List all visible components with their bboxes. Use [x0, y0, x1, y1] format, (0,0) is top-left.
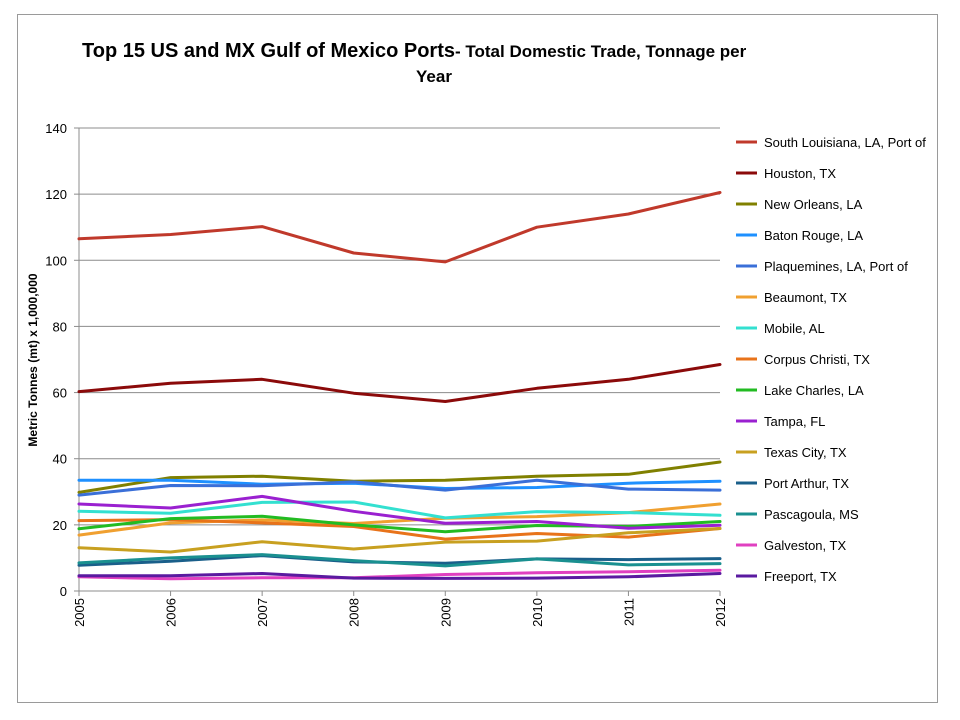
- legend-label: Houston, TX: [764, 166, 836, 181]
- x-tick-label: 2012: [713, 598, 728, 627]
- chart-title-main: Top 15 US and MX Gulf of Mexico Ports: [82, 40, 455, 62]
- y-tick-label: 120: [45, 187, 67, 202]
- x-tick-label: 2008: [347, 598, 362, 627]
- legend-label: Beaumont, TX: [764, 290, 847, 305]
- legend-label: Galveston, TX: [764, 538, 846, 553]
- series-line: [77, 460, 722, 494]
- legend-label: South Louisiana, LA, Port of: [764, 135, 926, 150]
- series-line: [77, 500, 722, 520]
- series-line: [77, 478, 722, 497]
- legend-label: Corpus Christi, TX: [764, 352, 870, 367]
- legend-label: Lake Charles, LA: [764, 383, 864, 398]
- legend-label: New Orleans, LA: [764, 197, 863, 212]
- axes: [74, 127, 721, 596]
- x-tick-label: 2007: [255, 598, 270, 627]
- legend-label: Baton Rouge, LA: [764, 228, 863, 243]
- legend-label: Port Arthur, TX: [764, 476, 849, 491]
- chart-frame: [17, 14, 938, 703]
- series-line: [77, 527, 722, 554]
- legend-label: Plaquemines, LA, Port of: [764, 259, 908, 274]
- series-line: [77, 494, 722, 530]
- x-tick-label: 2005: [72, 598, 87, 627]
- y-tick-label: 60: [53, 386, 67, 401]
- y-tick-label: 80: [53, 319, 67, 334]
- x-tick-label: 2010: [530, 598, 545, 627]
- y-tick-labels: 0 20 40 60 80 100 120 140: [45, 121, 67, 599]
- legend-label: Freeport, TX: [764, 569, 837, 584]
- y-tick-label: 40: [53, 452, 67, 467]
- y-tick-label: 100: [45, 253, 67, 268]
- series-line: [77, 518, 722, 541]
- chart-title-line2: Year: [416, 67, 452, 86]
- series-lines: [77, 191, 722, 581]
- x-tick-label: 2006: [164, 598, 179, 627]
- gridlines: [79, 127, 720, 526]
- y-tick-label: 0: [60, 584, 67, 599]
- series-line: [77, 191, 722, 264]
- series-line: [77, 363, 722, 403]
- legend: South Louisiana, LA, Port of Houston, TX N…: [736, 135, 926, 584]
- chart-title-rest: - Total Domestic Trade, Tonnage per: [455, 42, 747, 61]
- x-tick-label: 2011: [621, 598, 636, 626]
- legend-label: Mobile, AL: [764, 321, 825, 336]
- x-tick-label: 2009: [438, 598, 453, 627]
- legend-label: Pascagoula, MS: [764, 507, 859, 522]
- series-line: [77, 553, 722, 568]
- series-line: [77, 568, 722, 581]
- series-line: [77, 572, 722, 580]
- legend-label: Texas City, TX: [764, 445, 847, 460]
- chart-title: Top 15 US and MX Gulf of Mexico Ports- T…: [82, 40, 747, 62]
- y-axis-label: Metric Tonnes (mt) x 1,000,000: [26, 273, 40, 447]
- legend-label: Tampa, FL: [764, 414, 825, 429]
- x-tick-labels: 2005 2006 2007 2008 2009 2010 2011 2012: [72, 598, 728, 627]
- y-tick-label: 20: [53, 518, 67, 533]
- y-tick-label: 140: [45, 121, 67, 136]
